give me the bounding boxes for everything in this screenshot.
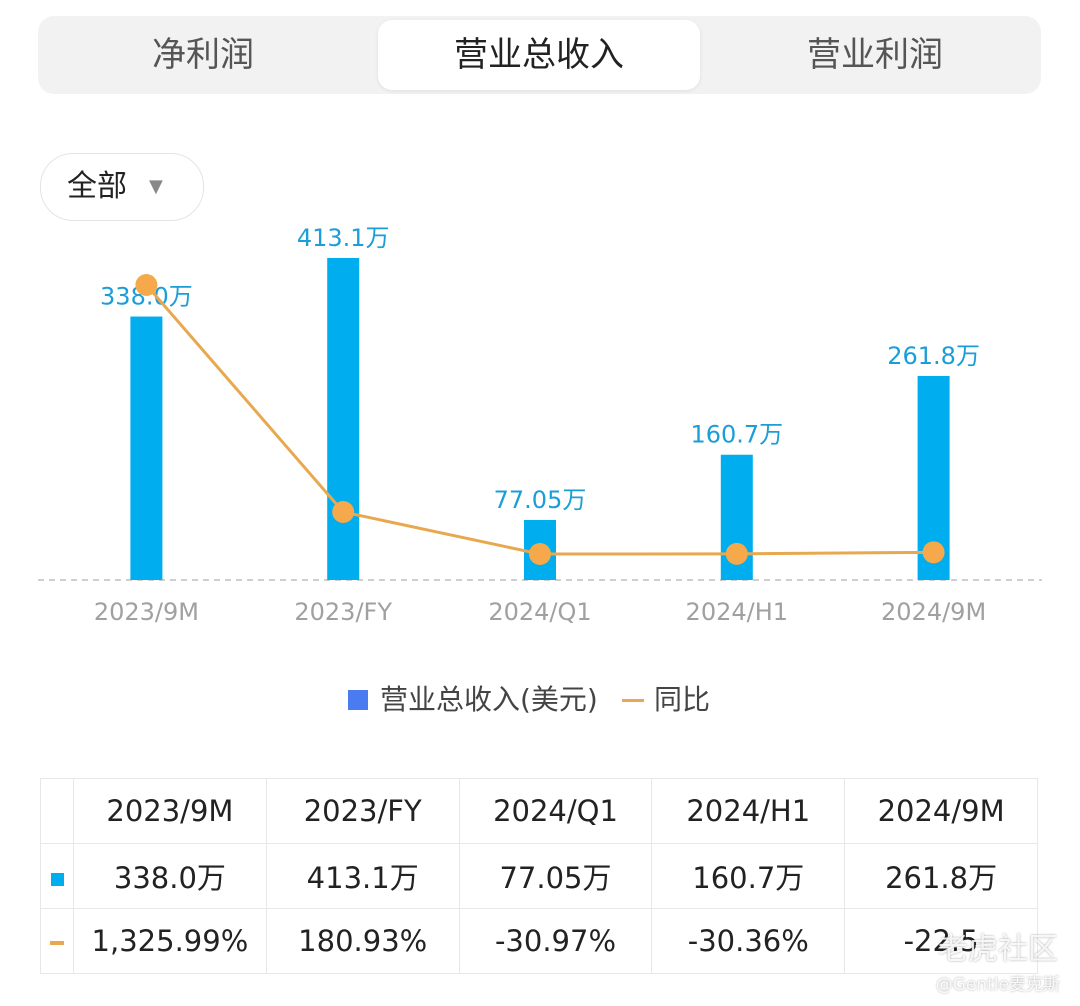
period-filter-dropdown[interactable]: 全部 ▼ xyxy=(40,153,204,221)
table-header: 2023/9M xyxy=(73,778,267,844)
chevron-down-icon: ▼ xyxy=(149,176,163,197)
watermark-brand: 老虎社区 xyxy=(938,932,1058,967)
table-header: 2024/Q1 xyxy=(458,778,653,844)
bar-value-label: 77.05万 xyxy=(494,486,587,514)
table-cell: -30.36% xyxy=(651,908,846,974)
x-tick-label: 2023/FY xyxy=(294,598,392,626)
table-cell: 413.1万 xyxy=(265,843,460,909)
metric-tabs: 净利润 营业总收入 营业利润 xyxy=(38,16,1041,94)
yoy-point[interactable] xyxy=(135,274,158,296)
yoy-point[interactable] xyxy=(725,542,748,565)
yoy-point[interactable] xyxy=(332,500,355,523)
legend-line-swatch xyxy=(622,699,644,702)
legend-bar-label: 营业总收入(美元) xyxy=(380,683,598,716)
revenue-marker xyxy=(40,843,74,909)
table-cell: 77.05万 xyxy=(458,843,653,909)
legend-bar-swatch xyxy=(348,690,368,710)
bar-value-label: 413.1万 xyxy=(297,224,390,252)
table-cell: 160.7万 xyxy=(651,843,846,909)
table-cell: -30.97% xyxy=(458,908,653,974)
table-header: 2024/H1 xyxy=(651,778,846,844)
bar-value-label: 160.7万 xyxy=(690,421,783,449)
table-header: 2023/FY xyxy=(265,778,460,844)
x-tick-label: 2024/H1 xyxy=(686,598,788,626)
watermark-author: @Gentle麦克斯 xyxy=(935,975,1060,995)
bar-value-label: 261.8万 xyxy=(887,342,980,370)
line-marker-icon xyxy=(50,941,64,945)
x-tick-label: 2024/Q1 xyxy=(488,598,591,626)
legend-line-label: 同比 xyxy=(654,683,711,716)
revenue-bar xyxy=(327,258,360,580)
table-cell: 338.0万 xyxy=(73,843,267,909)
period-filter-label: 全部 xyxy=(67,169,127,204)
x-tick-label: 2024/9M xyxy=(881,598,986,626)
table-row: 338.0万 413.1万 77.05万 160.7万 261.8万 xyxy=(40,843,1038,909)
table-row: 1,325.99% 180.93% -30.97% -30.36% -22.5 xyxy=(40,908,1038,974)
table-header: 2024/9M xyxy=(844,778,1038,844)
table-header-row: 2023/9M 2023/FY 2024/Q1 2024/H1 2024/9M xyxy=(40,778,1038,844)
tab-net-profit[interactable]: 净利润 xyxy=(152,35,254,75)
yoy-marker xyxy=(40,908,74,974)
tab-total-revenue[interactable]: 营业总收入 xyxy=(378,20,700,90)
bar-marker-icon xyxy=(50,873,64,886)
table-cell: -22.5 xyxy=(844,908,1038,974)
table-cell: 261.8万 xyxy=(844,843,1038,909)
tab-operating-profit[interactable]: 营业利润 xyxy=(807,35,943,75)
data-table: 2023/9M 2023/FY 2024/Q1 2024/H1 2024/9M … xyxy=(40,778,1038,974)
table-corner xyxy=(40,778,74,844)
table-cell: 180.93% xyxy=(265,908,460,974)
x-tick-label: 2023/9M xyxy=(94,598,199,626)
table-cell: 1,325.99% xyxy=(73,908,267,974)
yoy-point[interactable] xyxy=(922,541,945,564)
yoy-point[interactable] xyxy=(529,543,551,565)
revenue-bar xyxy=(130,316,163,580)
